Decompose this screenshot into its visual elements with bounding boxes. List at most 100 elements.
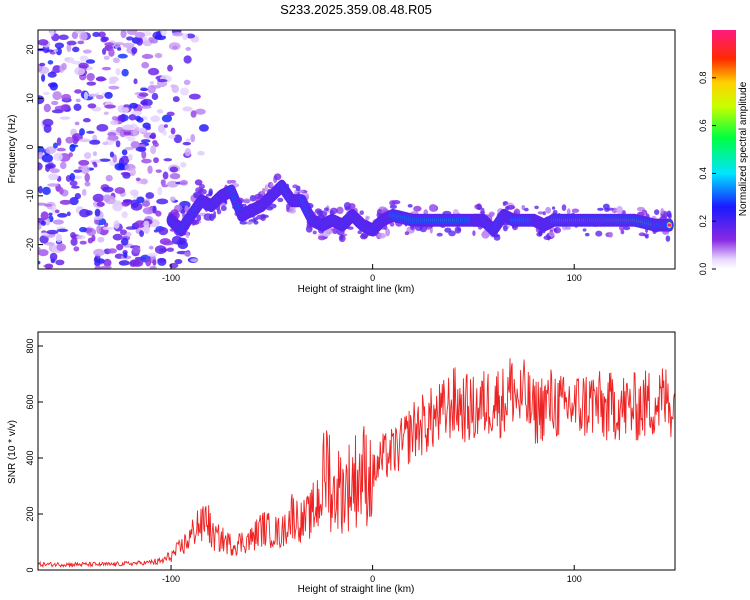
ridge-halo <box>407 204 413 208</box>
snr-x-axis-label: Height of straight line (km) <box>298 584 415 595</box>
speckle <box>79 55 89 62</box>
colorbar-label: Normalized spectral amplitude <box>738 81 749 216</box>
speckle <box>145 257 152 267</box>
ridge-halo <box>288 208 296 214</box>
speckle <box>96 124 109 132</box>
ridge-halo <box>273 173 282 181</box>
snr-frame <box>37 331 676 571</box>
ridge-halo <box>269 182 274 188</box>
speckle <box>80 165 90 174</box>
speckle <box>38 222 42 231</box>
colorbar-tick-label: 0.4 <box>698 167 708 180</box>
speckle <box>170 127 176 135</box>
speckle <box>152 259 157 266</box>
y-tick-label: 600 <box>25 394 35 409</box>
speckle <box>56 137 62 146</box>
speckle <box>153 229 159 233</box>
speckle <box>154 245 167 255</box>
ridge-halo <box>665 235 671 242</box>
ridge-halo <box>246 221 253 225</box>
speckle <box>86 72 95 82</box>
speckle <box>97 236 105 243</box>
speckle <box>171 32 184 37</box>
ridge-halo <box>595 230 603 237</box>
speckle <box>66 43 72 53</box>
speckle <box>96 94 104 100</box>
ridge-halo <box>608 231 613 238</box>
speckle <box>42 91 50 96</box>
y-tick-label: 400 <box>25 450 35 465</box>
speckle <box>157 186 163 196</box>
speckle <box>162 130 168 136</box>
speckle <box>182 106 193 112</box>
speckle <box>140 87 149 92</box>
ridge-halo <box>472 230 476 237</box>
speckle <box>70 231 76 239</box>
speckle <box>41 153 54 163</box>
speckle <box>157 79 168 83</box>
ridge-halo <box>185 231 190 238</box>
ridge-halo <box>347 226 354 230</box>
speckle <box>84 173 90 183</box>
speckle <box>136 117 144 123</box>
speckle <box>93 248 105 257</box>
speckle <box>108 48 115 57</box>
speckle <box>96 201 105 207</box>
speckle <box>61 62 67 71</box>
ridge-halo <box>208 188 213 196</box>
speckle <box>60 104 71 111</box>
speckle <box>141 158 152 164</box>
speckle <box>174 258 183 265</box>
speckle <box>131 47 138 55</box>
speckle <box>73 169 83 173</box>
speckle <box>49 51 56 55</box>
x-tick-label: 0 <box>370 273 375 283</box>
speckle <box>89 139 101 145</box>
speckle <box>144 125 151 131</box>
speckle <box>94 260 101 267</box>
speckle <box>104 91 113 99</box>
ridge-halo <box>436 232 443 237</box>
speckle <box>152 205 157 214</box>
speckle <box>161 240 174 246</box>
speckle <box>170 84 176 88</box>
speckle <box>47 183 59 187</box>
speckle <box>87 93 99 97</box>
speckle <box>73 246 80 252</box>
speckle <box>114 187 126 194</box>
speckle <box>49 252 58 262</box>
speckle <box>52 142 58 149</box>
y-tick-label: 200 <box>25 506 35 521</box>
y-tick-label: 800 <box>25 338 35 353</box>
speckle <box>79 128 85 136</box>
speckle <box>153 157 159 164</box>
ridge-halo <box>561 204 567 211</box>
speckle <box>166 180 179 188</box>
speckle <box>157 257 167 263</box>
speckle <box>182 33 188 41</box>
speckle <box>102 186 114 193</box>
speckle <box>168 134 176 139</box>
speckle <box>183 79 191 86</box>
speckle <box>114 163 125 171</box>
speckle <box>79 208 90 218</box>
speckle <box>123 252 128 259</box>
ridge-halo <box>565 226 571 230</box>
speckle <box>49 30 55 37</box>
speckle <box>180 162 187 168</box>
ridge-halo <box>585 232 590 237</box>
speckle <box>65 136 74 144</box>
speckle <box>116 243 124 251</box>
speckle <box>38 249 49 257</box>
speckle <box>82 49 92 54</box>
speckle <box>169 172 181 180</box>
speckle <box>136 196 145 204</box>
speckle <box>52 219 64 225</box>
speckle <box>66 211 71 217</box>
speckle <box>173 134 183 144</box>
speckle <box>111 116 118 121</box>
speckle <box>40 220 46 226</box>
ridge-halo <box>317 235 326 241</box>
speckle <box>185 138 191 142</box>
